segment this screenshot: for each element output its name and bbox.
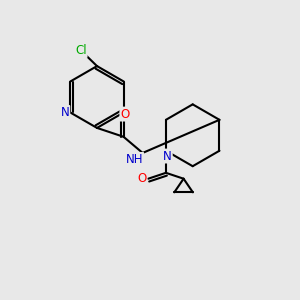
- Text: O: O: [137, 172, 146, 185]
- Text: N: N: [163, 149, 172, 163]
- Text: Cl: Cl: [75, 44, 87, 57]
- Text: O: O: [120, 108, 130, 121]
- Text: N: N: [61, 106, 69, 119]
- Text: NH: NH: [126, 153, 143, 166]
